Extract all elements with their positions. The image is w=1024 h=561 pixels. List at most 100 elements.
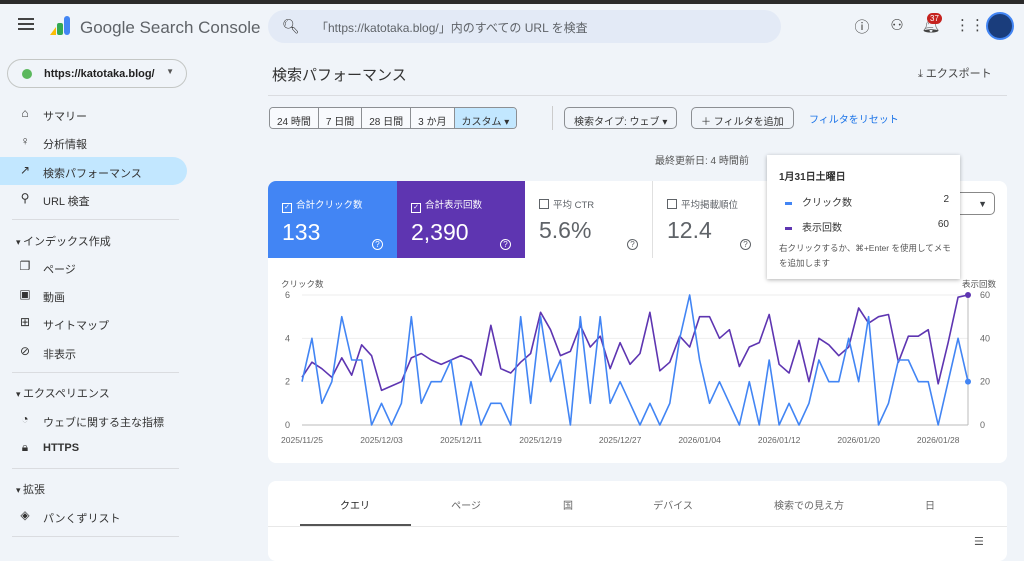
menu-icon[interactable] <box>18 18 34 30</box>
download-icon: ⤓ <box>918 68 926 80</box>
sidebar-item-removals[interactable]: ⊘ 非表示 <box>0 338 187 366</box>
metric-value: 12.4 <box>667 217 712 243</box>
last-updated: 最終更新日: 4 時間前 <box>655 156 749 167</box>
left-tick-label: 2 <box>285 377 290 387</box>
sidebar-item-core-web-vitals[interactable]: ◔ ウェブに関する主な指標 <box>0 406 187 434</box>
divider <box>552 106 553 130</box>
page-title: 検索パフォーマンス <box>272 67 407 84</box>
sidebar-item-insights[interactable]: ♀ 分析情報 <box>0 128 187 156</box>
sitemap-icon: ⊞ <box>19 315 31 329</box>
date-range-custom[interactable]: カスタム ▾ <box>454 108 517 128</box>
performance-chart[interactable]: 0 0 2 20 4 40 6 60 クリック数 表示回数 2025/11/25 2025/12/03… <box>268 270 1007 455</box>
help-icon[interactable]: ⓘ <box>854 19 870 36</box>
x-tick-label: 2026/01/12 <box>758 435 801 445</box>
sidebar-item-sitemap[interactable]: ⊞ サイトマップ <box>0 309 187 337</box>
sidebar-item-url-inspection[interactable]: ⚲ URL 検査 <box>0 185 187 213</box>
date-range-28d[interactable]: 28 日間 <box>362 108 412 128</box>
metric-label: 平均 CTR <box>539 197 638 211</box>
series-line <box>301 294 969 392</box>
help-icon[interactable]: ? <box>627 239 638 250</box>
nav-label: ウェブに関する主な指標 <box>43 417 164 429</box>
custom-label: カスタム <box>461 117 502 128</box>
x-tick-label: 2026/01/04 <box>678 435 721 445</box>
metric-label: 平均掲載順位 <box>667 197 751 211</box>
search-placeholder: 「https://katotaka.blog/」内のすべての URL を検査 <box>316 21 588 35</box>
divider <box>12 536 179 537</box>
tooltip-label: 表示回数 <box>802 223 842 234</box>
section-enhancements[interactable]: 拡張 <box>16 481 45 497</box>
sidebar-item-summary[interactable]: ⌂ サマリー <box>0 100 187 128</box>
filter-rows-icon[interactable]: ☰ <box>974 536 984 548</box>
metric-average-ctr[interactable]: 平均 CTR 5.6%? <box>525 181 653 258</box>
sidebar-item-breadcrumbs[interactable]: ◈ パンくずリスト <box>0 502 187 530</box>
user-settings-icon[interactable]: ⚇ <box>890 17 904 34</box>
chevron-down-icon: ▼ <box>978 199 987 209</box>
sidebar-item-performance[interactable]: ↗ 検索パフォーマンス <box>0 157 187 185</box>
active-tab-indicator <box>300 524 411 526</box>
home-icon: ⌂ <box>21 106 29 120</box>
url-inspect-search[interactable]: 🔍︎ 「https://katotaka.blog/」内のすべての URL を検… <box>268 10 781 43</box>
hover-point <box>965 378 971 385</box>
series-line <box>301 294 969 426</box>
search-icon: ⚲ <box>20 191 30 205</box>
nav-label: サマリー <box>43 111 87 123</box>
add-filter-button[interactable]: ＋ フィルタを追加 <box>691 107 794 129</box>
add-filter-label: フィルタを追加 <box>713 117 784 128</box>
gauge-icon: ◔ <box>21 412 29 426</box>
metric-average-position[interactable]: 平均掲載順位 12.4? <box>653 181 765 258</box>
sidebar-item-video[interactable]: ▣ 動画 <box>0 281 187 309</box>
metric-label: 合計表示回数 <box>411 197 511 213</box>
reset-filters-link[interactable]: フィルタをリセット <box>809 115 899 126</box>
divider <box>12 372 179 373</box>
tab-page[interactable]: ページ <box>451 501 481 512</box>
date-range-7d[interactable]: 7 日間 <box>318 108 363 128</box>
chart-tooltip: 1月31日土曜日 クリック数 2 表示回数 60 右クリックするか、⌘+Enter … <box>767 155 960 279</box>
export-button[interactable]: ⤓ エクスポート <box>918 65 992 81</box>
hover-point <box>965 292 971 298</box>
search-type-label: 検索タイプ: ウェブ <box>574 117 660 128</box>
sidebar-item-pages[interactable]: ❐ ページ <box>0 253 187 281</box>
help-icon[interactable]: ? <box>500 239 511 250</box>
help-icon[interactable]: ? <box>372 239 383 250</box>
tab-date[interactable]: 日 <box>925 501 935 512</box>
x-tick-label: 2026/01/28 <box>917 435 960 445</box>
search-icon: 🔍︎ <box>282 18 300 34</box>
right-tick-label: 20 <box>980 377 990 387</box>
section-indexing[interactable]: インデックス作成 <box>16 233 111 249</box>
date-range-24h[interactable]: 24 時間 <box>270 108 319 128</box>
tab-device[interactable]: デバイス <box>653 501 693 512</box>
tab-country[interactable]: 国 <box>563 501 573 512</box>
section-experience[interactable]: エクスペリエンス <box>16 385 110 401</box>
tooltip-date: 1月31日土曜日 <box>779 172 846 183</box>
search-type-filter[interactable]: 検索タイプ: ウェブ ▾ <box>564 107 678 129</box>
property-selector[interactable]: https://katotaka.blog/ ▼ <box>7 59 187 88</box>
apps-grid-icon[interactable]: ⋮⋮ <box>955 17 985 34</box>
tab-search-appearance[interactable]: 検索での見え方 <box>774 501 844 512</box>
nav-label: HTTPS <box>43 442 80 454</box>
eye-off-icon: ⊘ <box>19 344 31 358</box>
avatar[interactable] <box>986 12 1014 40</box>
divider <box>268 95 1007 96</box>
nav-label: 検索パフォーマンス <box>43 168 142 180</box>
sidebar-item-https[interactable]: 🔒︎ HTTPS <box>0 434 187 462</box>
right-tick-label: 0 <box>980 420 985 430</box>
metric-total-impressions[interactable]: 合計表示回数 2,390? <box>397 181 525 258</box>
tooltip-value: 2 <box>943 194 949 205</box>
right-tick-label: 40 <box>980 333 990 343</box>
metric-total-clicks[interactable]: 合計クリック数 133? <box>268 181 397 258</box>
search-console-logo <box>50 16 70 35</box>
metric-label: 合計クリック数 <box>282 197 383 213</box>
series-swatch <box>785 201 792 205</box>
property-url: https://katotaka.blog/ <box>44 68 155 80</box>
dimension-tabs-card: クエリ ページ 国 デバイス 検索での見え方 日 ☰ <box>268 481 1007 561</box>
tooltip-label: クリック数 <box>802 198 852 209</box>
tooltip-value: 60 <box>937 219 949 230</box>
left-tick-label: 0 <box>285 420 290 430</box>
date-range-3m[interactable]: 3 か月 <box>411 108 455 128</box>
help-icon[interactable]: ? <box>740 239 751 250</box>
nav-label: 非表示 <box>43 349 76 361</box>
metric-value: 5.6% <box>539 217 592 243</box>
left-axis-label: クリック数 <box>281 279 324 289</box>
metric-value: 133 <box>282 219 321 245</box>
tab-query[interactable]: クエリ <box>340 501 370 512</box>
